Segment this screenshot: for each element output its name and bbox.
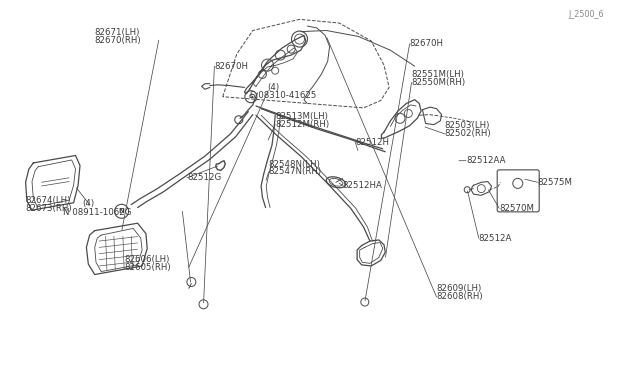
Text: 82513M(LH): 82513M(LH) (275, 112, 328, 121)
Text: 82547N(RH): 82547N(RH) (269, 167, 322, 176)
Text: 82503(LH): 82503(LH) (445, 121, 490, 130)
Text: (4): (4) (82, 199, 94, 208)
Text: J_2500_6: J_2500_6 (568, 10, 604, 19)
Text: 82605(RH): 82605(RH) (125, 263, 172, 272)
Text: 82608(RH): 82608(RH) (436, 292, 483, 301)
Text: 82674(LH): 82674(LH) (26, 196, 71, 205)
Text: 82570M: 82570M (499, 204, 534, 213)
Text: 82670(RH): 82670(RH) (95, 36, 141, 45)
Text: 82673(RH): 82673(RH) (26, 204, 72, 213)
Text: 82575M: 82575M (538, 178, 573, 187)
Text: N: N (118, 208, 125, 214)
Text: S 08310-41625: S 08310-41625 (250, 92, 316, 100)
Text: 82548N(LH): 82548N(LH) (269, 160, 321, 169)
Text: 82670H: 82670H (214, 62, 248, 71)
Text: 82512M(RH): 82512M(RH) (275, 120, 330, 129)
Text: N 08911-1062G: N 08911-1062G (63, 208, 131, 217)
Text: 82606(LH): 82606(LH) (125, 255, 170, 264)
Text: 82502(RH): 82502(RH) (445, 129, 492, 138)
Text: 82551M(LH): 82551M(LH) (412, 70, 465, 79)
Text: 82512A: 82512A (479, 234, 512, 243)
Text: 82512HA: 82512HA (342, 181, 382, 190)
Text: (4): (4) (268, 83, 280, 92)
Text: 82609(LH): 82609(LH) (436, 284, 482, 293)
Text: 82512AA: 82512AA (466, 156, 506, 165)
Text: 82671(LH): 82671(LH) (95, 28, 140, 37)
Text: 82550M(RH): 82550M(RH) (412, 78, 466, 87)
Text: 82670H: 82670H (410, 39, 444, 48)
Text: S: S (248, 94, 253, 99)
Text: 82512H: 82512H (355, 138, 389, 147)
Text: 82512G: 82512G (187, 173, 221, 182)
